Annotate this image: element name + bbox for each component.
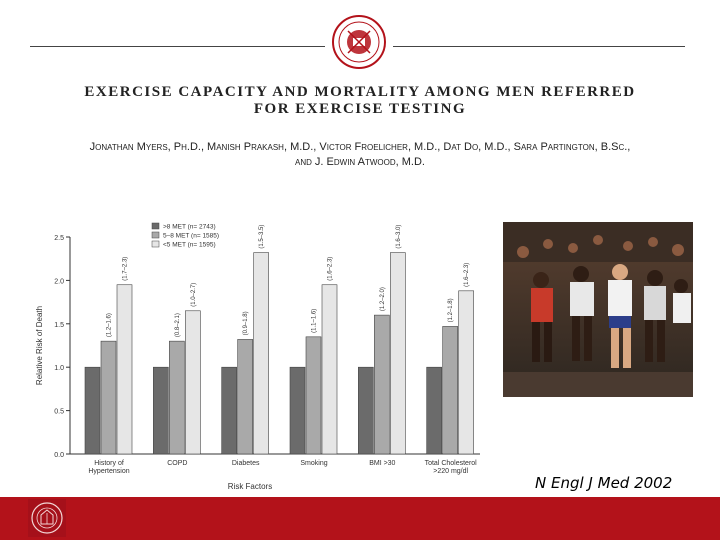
- bar: [442, 326, 458, 455]
- bar: [321, 284, 338, 455]
- legend-entry: 5–8 MET (n= 1585): [163, 233, 219, 240]
- journal-citation: N Engl J Med 2002: [535, 474, 673, 492]
- title-rule-left: [30, 46, 325, 47]
- bar: [100, 340, 117, 455]
- x-tick-label: COPD: [167, 460, 187, 467]
- confidence-interval-label: (1.7–2.3): [123, 257, 129, 281]
- bar: [426, 366, 442, 455]
- authors-line2: and J. Edwin Atwood, M.D.: [294, 156, 425, 168]
- bar: [116, 284, 133, 455]
- bar: [289, 366, 306, 455]
- relative-risk-bar-chart: 0.0 0.5 1.0 1.5 2.0 2.5 Relative Risk of Death…: [35, 222, 480, 491]
- university-crest-icon: [31, 502, 63, 534]
- y-tick-label: 0.5: [54, 409, 64, 416]
- footer-bar: [0, 497, 720, 540]
- bar: [185, 310, 201, 455]
- bar: [153, 366, 169, 455]
- y-tick-label: 1.5: [54, 322, 64, 329]
- y-tick-label: 2.5: [54, 235, 64, 242]
- bar: [390, 252, 406, 455]
- bar: [305, 336, 322, 455]
- authors-line1: Jonathan Myers, Ph.D., Manish Prakash, M…: [89, 141, 631, 153]
- y-tick-label: 2.0: [54, 278, 64, 285]
- confidence-interval-label: (1.2–1.6): [107, 313, 113, 337]
- title-rule-right: [393, 46, 685, 47]
- confidence-interval-label: (0.9–1.8): [243, 311, 249, 335]
- confidence-interval-label: (1.5–3.5): [259, 225, 265, 249]
- legend-entry: <5 MET (n= 1595): [163, 242, 216, 249]
- x-tick-label: >220 mg/dl: [433, 468, 468, 475]
- legend-swatch: [151, 231, 160, 239]
- x-tick-label: BMI >30: [369, 460, 395, 467]
- confidence-interval-label: (1.2–1.8): [448, 298, 454, 322]
- bar: [84, 366, 101, 455]
- confidence-interval-label: (1.1–1.6): [312, 309, 318, 333]
- university-seal-icon: [332, 15, 386, 69]
- confidence-interval-label: (1.0–2.7): [191, 283, 197, 307]
- marathon-runners-photo: [503, 222, 693, 397]
- bar: [169, 340, 185, 455]
- confidence-interval-label: (1.6–2.3): [464, 263, 470, 287]
- bar: [358, 366, 374, 455]
- legend-swatch: [151, 222, 160, 230]
- bar: [237, 339, 253, 455]
- bar: [221, 366, 237, 455]
- x-tick-label: Diabetes: [232, 460, 260, 467]
- y-tick-label: 1.0: [54, 365, 64, 372]
- legend-swatch: [151, 240, 160, 248]
- bar: [253, 252, 269, 455]
- bar: [374, 314, 390, 455]
- x-tick-label: Smoking: [300, 460, 327, 467]
- x-tick-label: Total Cholesterol: [425, 460, 478, 467]
- paper-title-line1: EXERCISE CAPACITY AND MORTALITY AMONG ME…: [84, 84, 636, 100]
- y-axis-label: Relative Risk of Death: [35, 306, 44, 385]
- x-tick-label: History of: [94, 460, 124, 467]
- x-axis-label: Risk Factors: [228, 482, 272, 491]
- paper-title-line2: FOR EXERCISE TESTING: [253, 101, 467, 117]
- y-tick-label: 0.0: [54, 452, 64, 459]
- x-tick-label: Hypertension: [88, 468, 129, 475]
- bar: [458, 290, 474, 455]
- confidence-interval-label: (1.6–2.3): [328, 257, 334, 281]
- confidence-interval-label: (0.8–2.1): [175, 313, 181, 337]
- confidence-interval-label: (1.2–2.0): [380, 287, 386, 311]
- legend-entry: >8 MET (n= 2743): [163, 224, 216, 231]
- confidence-interval-label: (1.6–3.0): [396, 225, 402, 249]
